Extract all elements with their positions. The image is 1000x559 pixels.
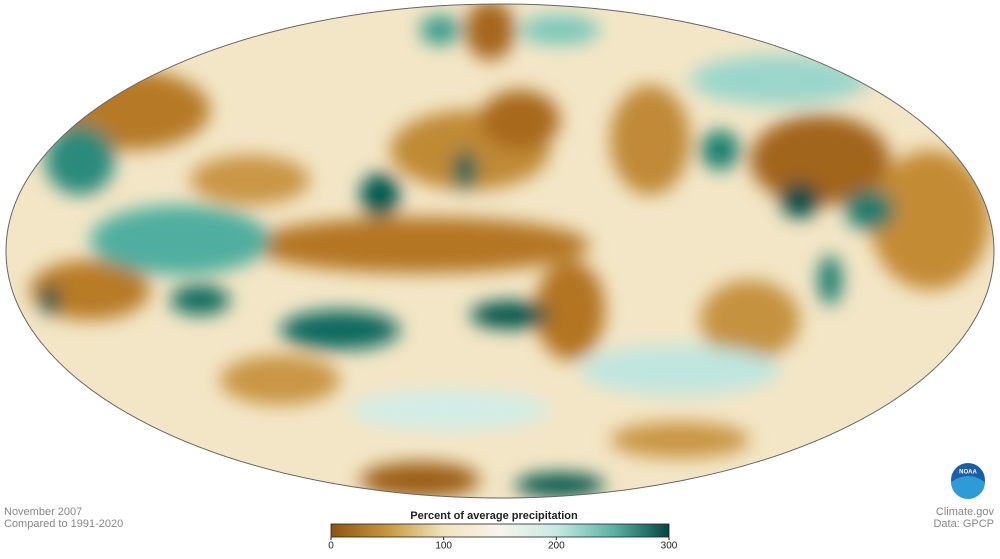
colorbar-ticks: 0 100 200 300 — [328, 537, 678, 552]
baseline: Compared to 1991-2020 — [4, 518, 123, 530]
tick-label: 300 — [661, 541, 678, 552]
legend-title: Percent of average precipitation — [410, 510, 578, 522]
colorbar — [330, 523, 670, 538]
precipitation-map — [6, 4, 994, 498]
credit: Climate.gov — [936, 506, 995, 518]
logo-text: NOAA — [959, 470, 977, 476]
tick-label: 200 — [548, 541, 565, 552]
globe-outline — [5, 3, 995, 499]
source: Data: GPCP — [933, 518, 994, 530]
tick-label: 0 — [328, 541, 334, 552]
date: November 2007 — [4, 506, 82, 518]
tick-label: 100 — [435, 541, 452, 552]
